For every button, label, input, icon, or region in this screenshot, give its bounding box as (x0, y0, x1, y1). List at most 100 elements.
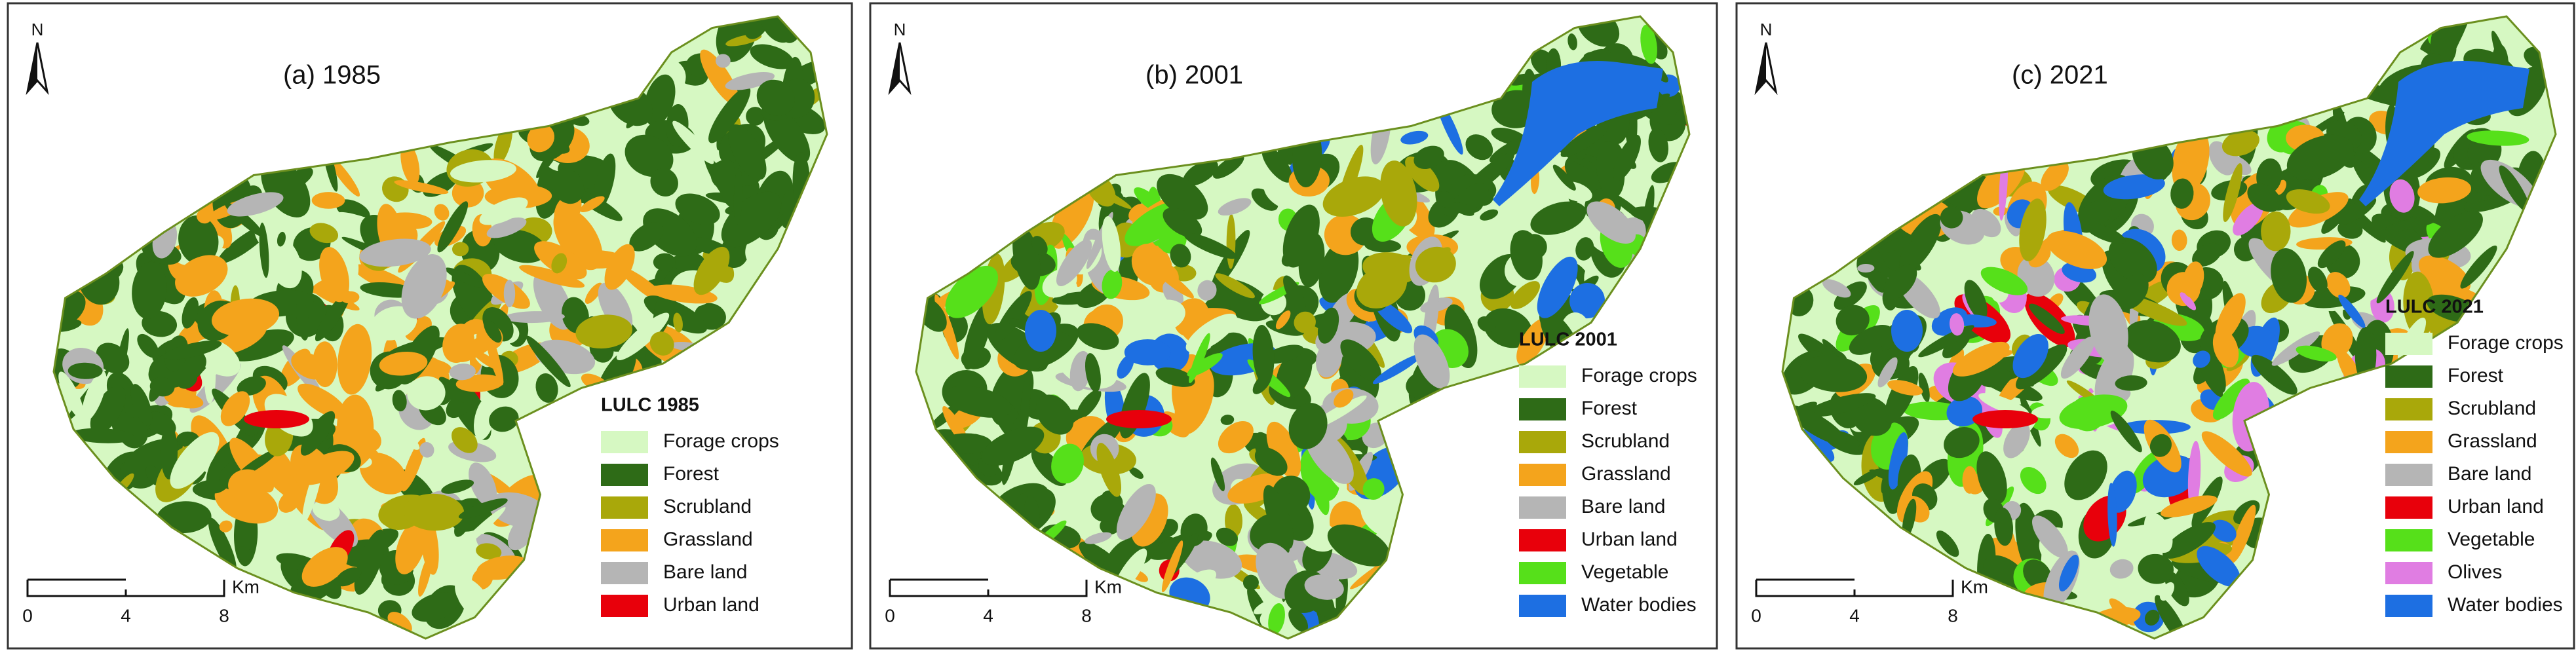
land-patch (1163, 208, 1202, 238)
land-patch (1887, 380, 1923, 396)
legend-label: Bare land (2448, 463, 2531, 485)
land-patch (944, 386, 1012, 418)
land-patch (392, 390, 407, 412)
land-patch (2182, 261, 2204, 297)
legend-label: Vegetable (1581, 561, 1668, 583)
land-patch (535, 373, 558, 403)
land-patch (2337, 220, 2363, 239)
land-patch (2161, 495, 2218, 517)
land-patch (1183, 160, 1218, 186)
land-patch (1024, 495, 1040, 528)
land-patch (219, 520, 233, 532)
urban-area (1106, 410, 1172, 428)
land-patch (585, 282, 603, 304)
land-patch (2108, 237, 2157, 284)
land-patch (1918, 373, 1930, 402)
land-patch (2172, 126, 2210, 195)
land-patch (526, 335, 571, 388)
land-patch (359, 238, 431, 267)
land-patch (1558, 181, 1592, 202)
scale-tick-label: 8 (1081, 605, 1092, 625)
land-patch (1282, 204, 1320, 268)
legend-label: Water bodies (1581, 594, 1697, 616)
land-patch (458, 498, 508, 519)
land-patch (2499, 165, 2530, 213)
land-patch (1275, 310, 1291, 329)
land-patch (1266, 421, 1301, 479)
land-patch (81, 371, 107, 422)
land-patch (675, 193, 720, 225)
land-patch (395, 519, 427, 574)
legend-label: Scrubland (2448, 398, 2536, 419)
land-patch (491, 436, 516, 466)
land-patch (2296, 345, 2337, 362)
land-patch (226, 329, 294, 362)
land-patch (1076, 389, 1102, 419)
land-patch (1182, 540, 1242, 579)
land-patch (1246, 400, 1256, 414)
land-patch (1575, 237, 1594, 261)
scale-tick-label: 0 (885, 605, 895, 625)
land-patch (1197, 280, 1217, 301)
legend-title: LULC 1985 (601, 395, 699, 416)
legend-swatch (1519, 464, 1566, 486)
scale-tick-label: 8 (1948, 605, 1958, 625)
land-patch (2201, 365, 2223, 397)
land-patch (1994, 507, 2014, 546)
map-panel: (c) 2021 N LULC 2021 Forage crops Forest Scru… (1735, 2, 2575, 650)
land-patch (700, 49, 740, 106)
legend-label: Grassland (1581, 463, 1671, 485)
legend-swatch (2385, 464, 2432, 486)
legend-label: Olives (2448, 561, 2502, 583)
land-patch (1253, 597, 1281, 614)
land-patch (1560, 124, 1609, 157)
land-patch (2016, 344, 2067, 390)
land-patch (625, 134, 674, 177)
land-patch (763, 106, 811, 164)
land-patch (2460, 245, 2497, 289)
land-patch (445, 267, 483, 288)
land-patch (1242, 574, 1259, 591)
land-patch (312, 341, 337, 388)
land-patch (1170, 244, 1191, 268)
land-patch (1877, 357, 1898, 388)
scale-bar (1755, 578, 1954, 597)
land-patch (442, 324, 474, 364)
land-patch (197, 209, 212, 224)
land-patch (1613, 134, 1641, 181)
legend-label: Grassland (663, 529, 753, 550)
legend-label: Vegetable (2448, 529, 2535, 550)
land-patch (594, 153, 616, 210)
land-patch (1962, 466, 1978, 494)
map-panel: (a) 1985 N LULC 1985 Forage crops Forest Scru… (7, 2, 853, 650)
land-patch (1372, 354, 1422, 384)
land-patch (312, 500, 340, 521)
land-patch (1452, 202, 1474, 216)
land-patch (2163, 522, 2216, 559)
land-patch (2404, 147, 2440, 179)
land-patch (1261, 146, 1293, 183)
land-patch (2428, 210, 2483, 258)
land-patch (2271, 331, 2320, 366)
land-patch (2144, 512, 2173, 553)
map-outline (915, 15, 1691, 640)
water-body (1025, 310, 1056, 352)
land-patch (1413, 334, 1450, 389)
legend-swatch (1519, 365, 1566, 388)
land-patch (2376, 251, 2414, 304)
land-patch (2417, 177, 2472, 204)
land-patch (1480, 209, 1499, 221)
land-patch (2144, 609, 2160, 626)
land-patch (1155, 367, 1195, 387)
land-patch (2032, 515, 2068, 558)
land-patch (2103, 174, 2165, 200)
land-patch (746, 107, 765, 126)
land-patch (2142, 455, 2197, 498)
land-patch (175, 255, 228, 297)
land-patch (2047, 231, 2107, 269)
land-patch (1899, 214, 1942, 273)
land-patch (1787, 405, 1847, 445)
land-patch (1415, 246, 1456, 283)
scale-tick-label: 4 (983, 605, 993, 625)
land-patch (1340, 339, 1381, 381)
